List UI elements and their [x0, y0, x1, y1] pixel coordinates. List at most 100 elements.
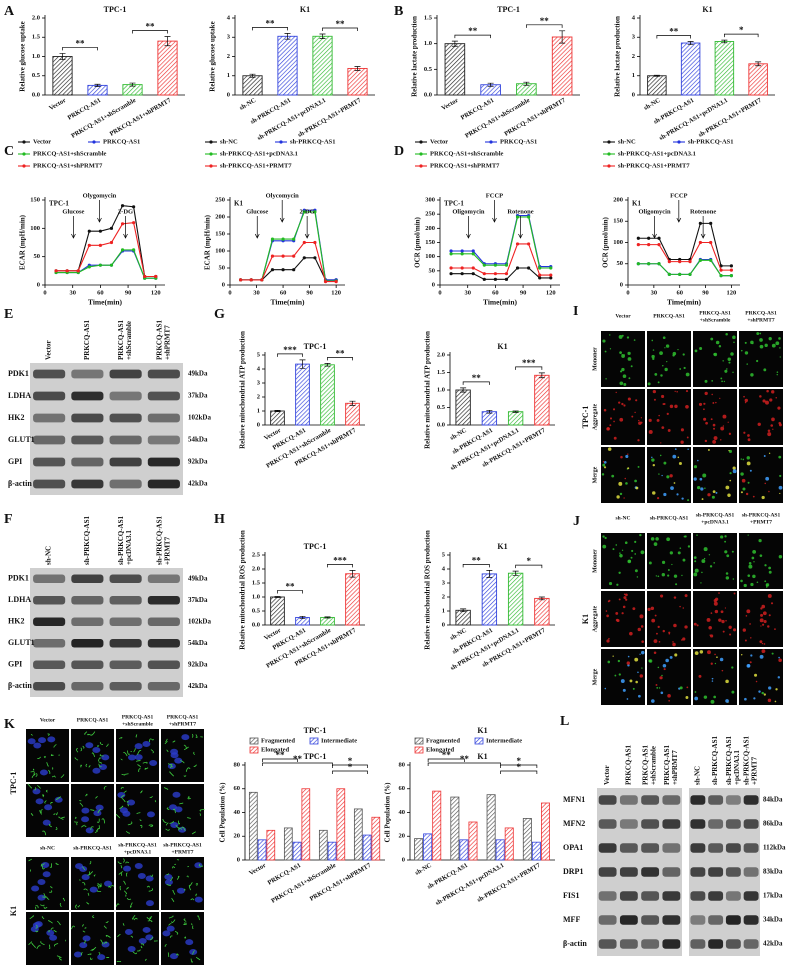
bar: [432, 790, 442, 861]
row-label: Mononer: [592, 549, 598, 573]
x-tick-label: 90: [125, 289, 132, 296]
column-label: sh-PRKCQ-AS1: [118, 842, 157, 848]
mitochondria: [179, 802, 184, 805]
cell-signal: [745, 615, 748, 617]
band: [725, 915, 741, 925]
mitochondria: [120, 786, 124, 790]
bar: [320, 616, 335, 626]
mitochondria: [83, 940, 86, 944]
injection-arrow: [518, 216, 523, 239]
cell-signal: [768, 570, 772, 574]
significance-label: **: [460, 754, 470, 764]
mitochondria: [97, 884, 100, 889]
cell-signal: [620, 679, 625, 683]
y-tick-label: 0: [402, 856, 405, 863]
mitochondria: [86, 901, 90, 905]
cell-signal: [743, 431, 746, 434]
mitochondria: [123, 790, 127, 794]
cell-signal: [682, 353, 685, 356]
mitochondria: [85, 763, 88, 768]
cell-signal: [711, 380, 714, 382]
mitochondria: [169, 876, 174, 882]
injection-arrow: [254, 216, 260, 239]
band: [109, 391, 142, 401]
cell-signal: [744, 398, 748, 403]
mitochondria: [137, 749, 142, 755]
cell-signal: [709, 565, 713, 568]
cell-signal: [713, 598, 717, 603]
nucleus: [137, 872, 146, 879]
cell-signal: [651, 458, 655, 462]
cell-signal: [712, 490, 716, 494]
protein-label: β-actin: [8, 479, 32, 488]
cell-signal: [606, 639, 610, 643]
mitochondria: [43, 906, 48, 909]
point: [515, 242, 520, 246]
cell-signal: [746, 456, 750, 460]
nucleus: [42, 871, 51, 878]
y-tick-label: 4: [442, 565, 446, 572]
mitochondria: [130, 935, 134, 938]
panel-letter: B: [394, 4, 403, 19]
bar: [270, 596, 285, 626]
injection-label: Glucose: [246, 208, 268, 215]
significance-label: *: [517, 762, 522, 772]
column-label: +shScramble: [700, 317, 731, 323]
y-axis-label: OCR (pmol/min): [602, 216, 610, 267]
bar: [347, 67, 368, 96]
mitochondria: [87, 892, 90, 896]
mitochondria: [49, 890, 53, 893]
nucleus: [145, 934, 154, 941]
point: [270, 268, 275, 272]
legend-label: Intermediate: [486, 737, 522, 744]
cell-signal: [640, 625, 644, 628]
mitochondria: [175, 824, 180, 829]
point: [302, 240, 306, 245]
mitochondria: [34, 787, 37, 791]
cell-signal: [625, 593, 628, 597]
mitochondria: [81, 825, 85, 828]
cell-signal: [673, 482, 676, 484]
cell-signal: [678, 461, 682, 466]
legend-label: Elongated: [426, 746, 455, 753]
cell-signal: [634, 569, 638, 573]
cell-signal: [684, 625, 688, 629]
mitochondria: [96, 818, 100, 823]
point: [471, 252, 475, 256]
cell-signal: [762, 399, 766, 403]
point: [87, 265, 91, 269]
cell-signal: [615, 391, 617, 394]
y-tick-label: 250: [425, 211, 435, 218]
mitochondria: [84, 731, 88, 735]
y-tick-label: 0.5: [252, 607, 261, 614]
lane-label: sh-PRKCQ-AS1: [725, 735, 733, 785]
mitochondria: [183, 746, 189, 751]
cell-signal: [677, 456, 680, 459]
cell-signal: [661, 560, 666, 564]
injection-arrow: [466, 216, 471, 239]
y-tick-label: 200: [613, 196, 623, 203]
band: [641, 939, 660, 949]
cell-signal: [658, 687, 661, 689]
legend-marker: [489, 140, 493, 144]
y-tick-label: 5: [257, 351, 261, 358]
band: [598, 891, 617, 901]
nucleus: [89, 886, 98, 893]
mitochondria: [195, 956, 201, 961]
bar: [414, 838, 424, 861]
panel-letter: J: [573, 514, 580, 529]
cell-signal: [732, 466, 736, 470]
cell-signal: [759, 618, 764, 623]
mitochondria: [87, 953, 92, 956]
size-label: 92kDa: [188, 660, 208, 668]
cell-signal: [640, 417, 643, 419]
cell-signal: [676, 390, 678, 393]
cell-signal: [641, 640, 644, 643]
y-tick-label: 3: [257, 379, 261, 386]
lane-label: Vector: [45, 340, 53, 360]
band: [725, 843, 741, 853]
y-axis-label: Relative mitochondrial ROS production: [424, 530, 432, 650]
mitochondria: [166, 873, 170, 876]
cell-signal: [767, 429, 771, 433]
